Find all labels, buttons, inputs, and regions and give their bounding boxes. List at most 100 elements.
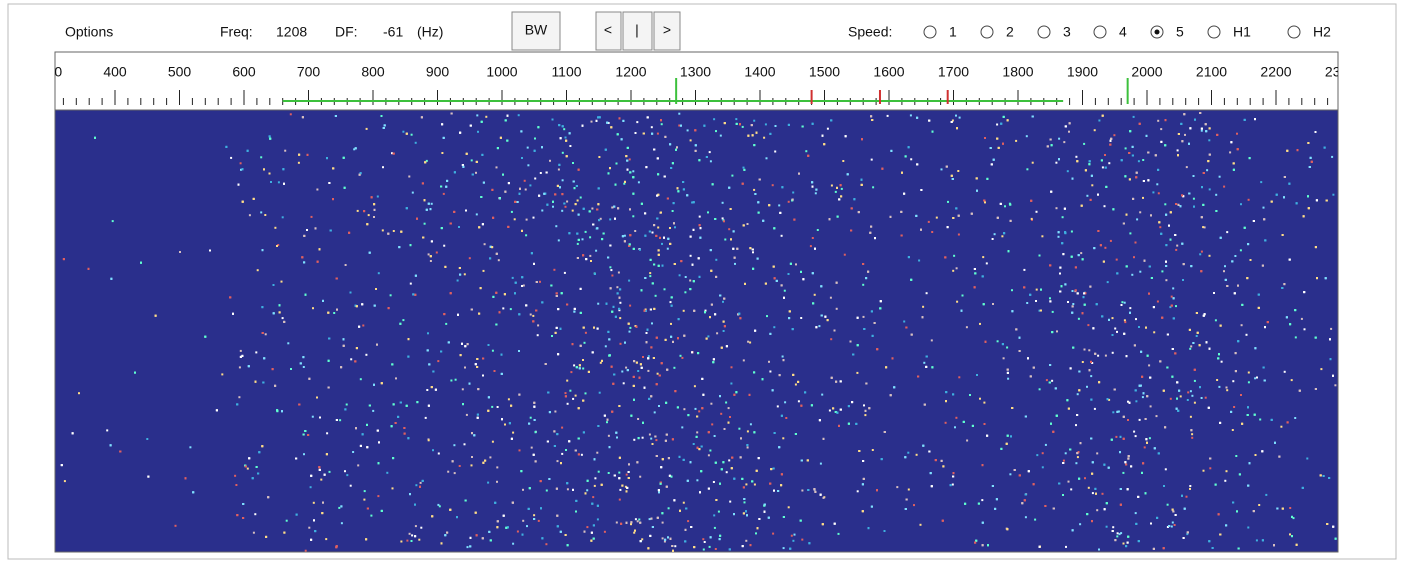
options-menu[interactable]: Options bbox=[65, 24, 113, 40]
speckle bbox=[356, 305, 358, 307]
speckle bbox=[913, 504, 915, 506]
speckle bbox=[472, 174, 474, 176]
freq-label: Freq: bbox=[220, 24, 253, 40]
speckle bbox=[598, 471, 600, 473]
speckle bbox=[410, 283, 412, 285]
speckle bbox=[556, 292, 558, 294]
bw-button[interactable]: BW bbox=[512, 12, 560, 50]
speckle bbox=[1190, 265, 1192, 267]
speckle bbox=[742, 126, 744, 128]
speckle bbox=[958, 376, 960, 378]
speckle bbox=[1171, 305, 1173, 307]
speckle bbox=[1081, 205, 1083, 207]
speckle bbox=[673, 222, 675, 224]
speckle bbox=[1281, 287, 1283, 289]
speckle bbox=[568, 440, 570, 442]
speckle bbox=[1165, 261, 1167, 263]
speckle bbox=[512, 277, 514, 279]
speckle bbox=[713, 118, 715, 120]
speckle bbox=[569, 390, 571, 392]
speckle bbox=[667, 198, 669, 200]
speckle bbox=[558, 124, 560, 126]
speckle bbox=[234, 475, 236, 477]
speckle bbox=[1289, 533, 1291, 535]
speckle bbox=[1229, 151, 1231, 153]
speckle bbox=[795, 384, 797, 386]
speckle bbox=[326, 453, 328, 455]
speckle bbox=[483, 270, 485, 272]
speckle bbox=[240, 162, 242, 164]
speckle bbox=[1276, 508, 1278, 510]
speckle bbox=[683, 502, 685, 504]
speckle bbox=[1225, 524, 1227, 526]
speckle bbox=[517, 201, 519, 203]
speckle bbox=[565, 534, 567, 536]
speckle bbox=[658, 265, 660, 267]
speckle bbox=[863, 404, 865, 406]
speckle bbox=[531, 252, 533, 254]
center-button[interactable]: | bbox=[623, 12, 652, 50]
speckle bbox=[497, 520, 499, 522]
speckle bbox=[557, 308, 559, 310]
speckle bbox=[661, 123, 663, 125]
speckle bbox=[260, 156, 262, 158]
speckle bbox=[671, 305, 673, 307]
radio-circle bbox=[981, 26, 993, 38]
speckle bbox=[494, 502, 496, 504]
prev-button[interactable]: < bbox=[596, 12, 621, 50]
speckle bbox=[1172, 511, 1174, 513]
speckle bbox=[797, 381, 799, 383]
speckle bbox=[279, 304, 281, 306]
speckle bbox=[743, 169, 745, 171]
speckle bbox=[561, 292, 563, 294]
speckle bbox=[687, 520, 689, 522]
speckle bbox=[615, 432, 617, 434]
speckle bbox=[1173, 297, 1175, 299]
speckle bbox=[496, 466, 498, 468]
speckle bbox=[358, 326, 360, 328]
speckle bbox=[976, 190, 978, 192]
speckle bbox=[1223, 270, 1225, 272]
speckle bbox=[639, 476, 641, 478]
speckle bbox=[620, 343, 622, 345]
speckle bbox=[586, 526, 588, 528]
speckle bbox=[1019, 474, 1021, 476]
speckle bbox=[282, 168, 284, 170]
speckle bbox=[1165, 279, 1167, 281]
speckle bbox=[781, 186, 783, 188]
speckle bbox=[586, 489, 588, 491]
speckle bbox=[593, 524, 595, 526]
next-button[interactable]: > bbox=[654, 12, 680, 50]
speckle bbox=[563, 203, 565, 205]
speckle bbox=[511, 211, 513, 213]
speckle bbox=[502, 307, 504, 309]
speckle bbox=[256, 466, 258, 468]
speckle bbox=[635, 518, 637, 520]
speckle bbox=[440, 351, 442, 353]
speckle bbox=[335, 546, 337, 548]
speckle bbox=[632, 215, 634, 217]
scale-label: 400 bbox=[103, 64, 127, 80]
speckle bbox=[709, 450, 711, 452]
speckle bbox=[424, 161, 426, 163]
speckle bbox=[1205, 130, 1207, 132]
speckle bbox=[1072, 290, 1074, 292]
speckle bbox=[1014, 469, 1016, 471]
speckle bbox=[1148, 364, 1150, 366]
speckle bbox=[567, 403, 569, 405]
speckle bbox=[247, 468, 249, 470]
speckle bbox=[1302, 487, 1304, 489]
speckle bbox=[414, 294, 416, 296]
speckle bbox=[945, 422, 947, 424]
speckle bbox=[714, 313, 716, 315]
speckle bbox=[482, 537, 484, 539]
speckle bbox=[920, 189, 922, 191]
speckle bbox=[905, 327, 907, 329]
speckle bbox=[514, 218, 516, 220]
speckle bbox=[507, 115, 509, 117]
speckle bbox=[1330, 358, 1332, 360]
speckle bbox=[443, 313, 445, 315]
speckle bbox=[408, 176, 410, 178]
speckle bbox=[665, 440, 667, 442]
speckle bbox=[699, 276, 701, 278]
